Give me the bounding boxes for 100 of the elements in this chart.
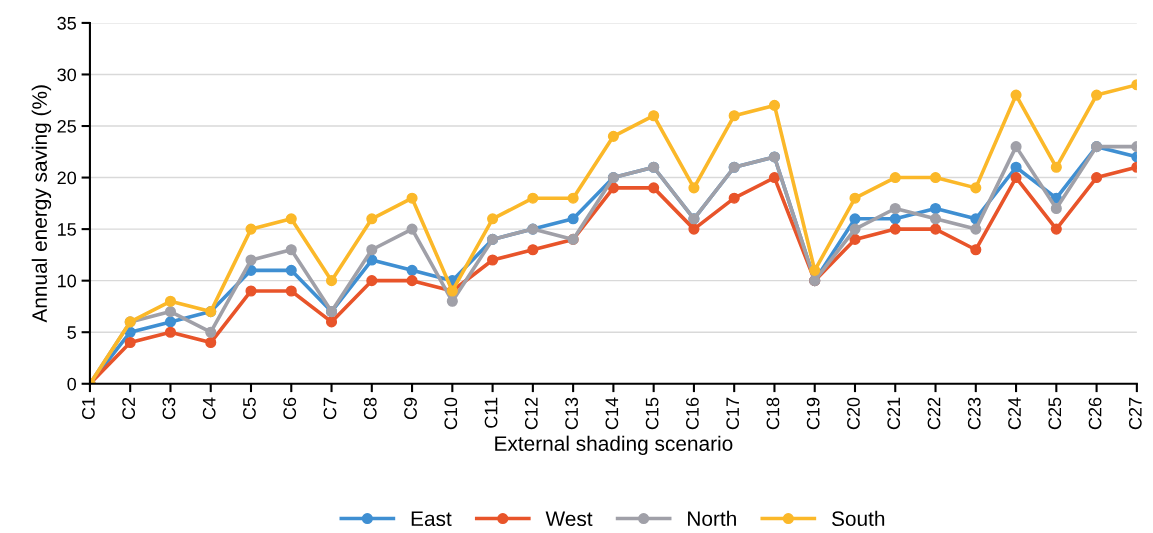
point xyxy=(285,264,297,276)
point xyxy=(406,275,418,287)
point xyxy=(849,223,861,235)
x-tick-label: C25 xyxy=(1048,397,1062,430)
point xyxy=(487,254,499,266)
point xyxy=(1050,202,1062,215)
y-tick-label: 25 xyxy=(57,119,76,133)
y-tick-label: 30 xyxy=(57,68,77,82)
point xyxy=(688,182,700,194)
point xyxy=(285,285,297,297)
point xyxy=(567,213,579,225)
point xyxy=(164,295,177,307)
point xyxy=(929,172,942,184)
point xyxy=(1010,89,1022,101)
x-tick-label: C1 xyxy=(82,397,95,420)
point xyxy=(285,213,297,225)
point xyxy=(325,316,338,328)
x-tick-label: C16 xyxy=(685,397,699,430)
x-tick-label: C8 xyxy=(363,397,377,420)
point xyxy=(124,336,136,349)
point xyxy=(1010,141,1022,153)
point xyxy=(164,326,177,338)
point xyxy=(1010,161,1022,173)
point xyxy=(406,223,418,235)
legend-label: South xyxy=(831,510,885,527)
x-tick-label: C7 xyxy=(323,397,337,420)
point xyxy=(164,306,177,318)
point xyxy=(648,110,660,122)
y-tick-label: 35 xyxy=(57,16,76,30)
point xyxy=(366,213,378,225)
x-tick-label: C17 xyxy=(726,397,740,430)
point xyxy=(929,223,942,235)
y-tick-label: 0 xyxy=(67,377,77,391)
point xyxy=(648,182,660,194)
point xyxy=(245,285,257,297)
point xyxy=(1091,89,1103,101)
point xyxy=(889,202,901,215)
x-tick-label: C20 xyxy=(847,397,860,430)
x-tick-label: C14 xyxy=(605,397,619,430)
x-tick-label: C19 xyxy=(806,397,820,430)
point xyxy=(487,213,499,225)
point xyxy=(406,192,418,204)
x-tick-label: C13 xyxy=(565,397,578,430)
point xyxy=(970,244,982,256)
point xyxy=(245,254,257,266)
point xyxy=(849,192,861,204)
point xyxy=(688,223,700,235)
y-tick-label: 5 xyxy=(67,326,76,339)
y-tick-label: 10 xyxy=(58,274,77,288)
point xyxy=(205,336,217,349)
point xyxy=(607,130,619,142)
x-tick-label: C22 xyxy=(927,397,941,430)
point xyxy=(527,244,539,256)
point xyxy=(970,223,982,235)
point xyxy=(1050,223,1062,235)
point xyxy=(768,99,781,111)
x-tick-label: C2 xyxy=(122,397,136,420)
point xyxy=(889,172,901,184)
x-tick-label: C18 xyxy=(766,397,780,430)
point xyxy=(929,213,942,225)
point xyxy=(1091,172,1103,184)
x-tick-label: C3 xyxy=(162,397,176,420)
point xyxy=(768,172,781,184)
x-tick-label: C26 xyxy=(1088,397,1102,430)
point xyxy=(889,223,901,235)
point xyxy=(728,192,740,204)
y-axis-title: Annual energy saving (%) xyxy=(31,85,52,323)
x-tick-label: C12 xyxy=(524,397,538,430)
x-tick-label: C21 xyxy=(887,397,901,430)
point xyxy=(446,295,458,307)
x-tick-label: C24 xyxy=(1008,397,1021,430)
x-axis-title: External shading scenario xyxy=(495,435,733,456)
point xyxy=(567,192,579,204)
point xyxy=(205,326,217,338)
point xyxy=(970,182,982,194)
x-tick-label: C27 xyxy=(1128,397,1142,430)
point xyxy=(366,244,378,256)
x-tick-label: C11 xyxy=(484,397,498,428)
y-tick-label: 15 xyxy=(58,223,76,236)
x-tick-label: C23 xyxy=(967,397,981,430)
point xyxy=(366,275,378,287)
point xyxy=(889,213,901,225)
point xyxy=(325,275,338,287)
point xyxy=(164,316,177,328)
point xyxy=(245,223,257,235)
x-tick-label: C6 xyxy=(283,397,297,420)
point xyxy=(1050,161,1062,173)
point xyxy=(527,192,539,204)
legend-label: North xyxy=(688,510,736,527)
point xyxy=(849,213,861,225)
point xyxy=(285,244,297,256)
x-tick-label: C9 xyxy=(404,397,417,420)
x-tick-label: C10 xyxy=(444,397,458,430)
point xyxy=(809,264,821,276)
y-tick-label: 20 xyxy=(57,171,77,185)
point xyxy=(929,202,942,215)
legend-label: East xyxy=(411,511,452,527)
x-tick-label: C4 xyxy=(202,397,216,420)
x-tick-label: C15 xyxy=(645,397,659,430)
x-tick-label: C5 xyxy=(243,397,256,420)
